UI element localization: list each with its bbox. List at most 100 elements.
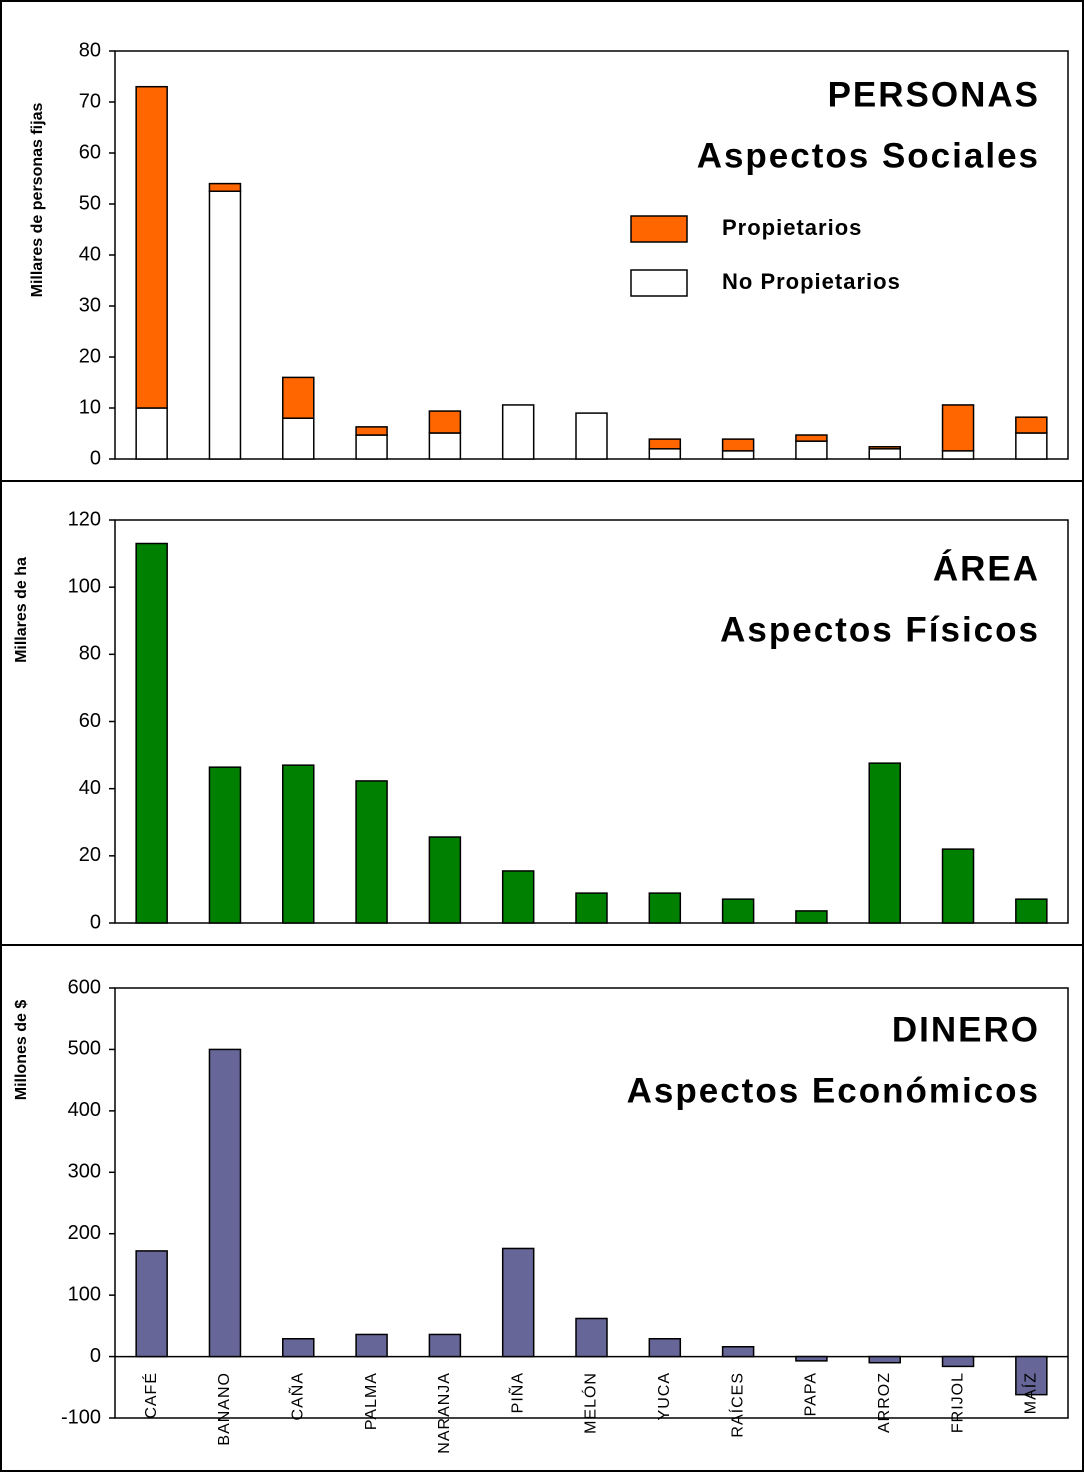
- bar-segment: [941, 404, 975, 452]
- y-tick-label: 500: [68, 1038, 101, 1060]
- bar-segment: [208, 182, 242, 193]
- panel-title: PERSONAS: [828, 75, 1040, 114]
- x-tick-label: PIÑA: [506, 1372, 526, 1413]
- x-tick-label: NARANJA: [436, 1372, 453, 1454]
- bar: [1015, 898, 1048, 924]
- x-tick-label: BANANO: [216, 1372, 233, 1446]
- bar-segment: [721, 450, 755, 460]
- y-tick-label: 120: [68, 508, 101, 530]
- bar: [282, 1338, 315, 1358]
- y-tick-label: 40: [79, 243, 101, 265]
- bar: [575, 892, 608, 924]
- y-tick-label: 600: [68, 976, 101, 998]
- bar: [648, 1338, 682, 1358]
- bar-segment: [721, 438, 755, 452]
- panel-subtitle: Aspectos Sociales: [697, 136, 1040, 175]
- legend-swatch: [630, 215, 688, 243]
- bar: [795, 1355, 828, 1362]
- bar-segment: [208, 190, 242, 460]
- bar-segment: [941, 450, 975, 460]
- bar-segment: [575, 412, 608, 460]
- bar: [501, 1247, 535, 1358]
- y-tick-label: 300: [68, 1161, 101, 1183]
- bar-segment: [355, 426, 388, 436]
- y-tick-label: 200: [68, 1222, 101, 1244]
- bar: [721, 898, 755, 924]
- bar-segment: [1015, 432, 1048, 460]
- y-tick-label: 60: [79, 710, 101, 732]
- x-tick-label: CAFÉ: [141, 1372, 160, 1419]
- x-tick-label: FRIJOL: [949, 1372, 966, 1433]
- bar-segment: [648, 438, 682, 450]
- bar: [941, 1355, 975, 1368]
- y-tick-label: 70: [79, 90, 101, 112]
- y-tick-label: 0: [90, 911, 101, 933]
- x-tick-label: ARROZ: [876, 1372, 893, 1433]
- bar-segment: [501, 404, 535, 460]
- bar: [575, 1317, 608, 1358]
- bar: [868, 1355, 901, 1364]
- bar-segment: [868, 446, 901, 450]
- plot-area: [114, 987, 1069, 1419]
- bar: [135, 542, 168, 924]
- bar: [428, 836, 462, 924]
- y-tick-label: 50: [79, 192, 101, 214]
- bar-segment: [355, 434, 388, 460]
- bar: [355, 780, 388, 924]
- y-axis-label: Millares de personas fijas: [29, 103, 46, 298]
- bar-segment: [868, 448, 901, 460]
- bar-segment: [648, 448, 682, 460]
- panel-title: DINERO: [892, 1010, 1040, 1049]
- bar-segment: [795, 440, 828, 460]
- x-tick-label: PAPA: [803, 1372, 820, 1416]
- x-tick-label: RAÍCES: [727, 1372, 746, 1438]
- bar: [208, 766, 242, 924]
- y-tick-label: 20: [79, 844, 101, 866]
- bar-segment: [282, 376, 315, 419]
- y-tick-label: 10: [79, 396, 101, 418]
- legend-label: Propietarios: [722, 215, 862, 240]
- panel-title: ÁREA: [933, 548, 1040, 588]
- bar-segment: [282, 417, 315, 460]
- bar: [428, 1333, 462, 1358]
- y-axis-label: Millones de $: [13, 1000, 30, 1101]
- y-tick-label: 80: [79, 39, 101, 61]
- bar: [648, 892, 682, 924]
- bar-segment: [795, 434, 828, 442]
- bar: [1015, 1355, 1048, 1396]
- y-tick-label: 400: [68, 1099, 101, 1121]
- bar: [282, 764, 315, 924]
- bar-segment: [135, 407, 168, 460]
- x-tick-label: CAÑA: [286, 1372, 306, 1420]
- y-tick-label: 100: [68, 575, 101, 597]
- bar-segment: [428, 432, 462, 460]
- bar: [795, 910, 828, 924]
- bar: [721, 1345, 755, 1358]
- x-tick-label: MELÓN: [581, 1372, 600, 1434]
- bar-segment: [428, 410, 462, 434]
- plot-area: [114, 519, 1069, 924]
- bar: [355, 1333, 388, 1358]
- panel-subtitle: Aspectos Físicos: [720, 610, 1040, 649]
- y-tick-label: 60: [79, 141, 101, 163]
- bar: [868, 762, 901, 924]
- y-tick-label: 0: [90, 447, 101, 469]
- bar: [941, 848, 975, 924]
- panel-subtitle: Aspectos Económicos: [627, 1071, 1040, 1110]
- bar-segment: [135, 85, 168, 409]
- y-tick-label: 40: [79, 777, 101, 799]
- bar: [135, 1250, 168, 1358]
- legend-swatch: [630, 269, 688, 297]
- x-tick-label: YUCA: [656, 1372, 673, 1420]
- y-tick-label: 80: [79, 643, 101, 665]
- bar: [208, 1048, 242, 1358]
- y-axis-label: Millares de ha: [13, 557, 30, 663]
- bar: [501, 870, 535, 924]
- y-tick-label: 20: [79, 345, 101, 367]
- y-tick-label: 30: [79, 294, 101, 316]
- bar-segment: [1015, 416, 1048, 434]
- y-tick-label: -100: [61, 1406, 101, 1428]
- legend-label: No Propietarios: [722, 269, 901, 294]
- x-tick-label: MAÍZ: [1021, 1372, 1040, 1414]
